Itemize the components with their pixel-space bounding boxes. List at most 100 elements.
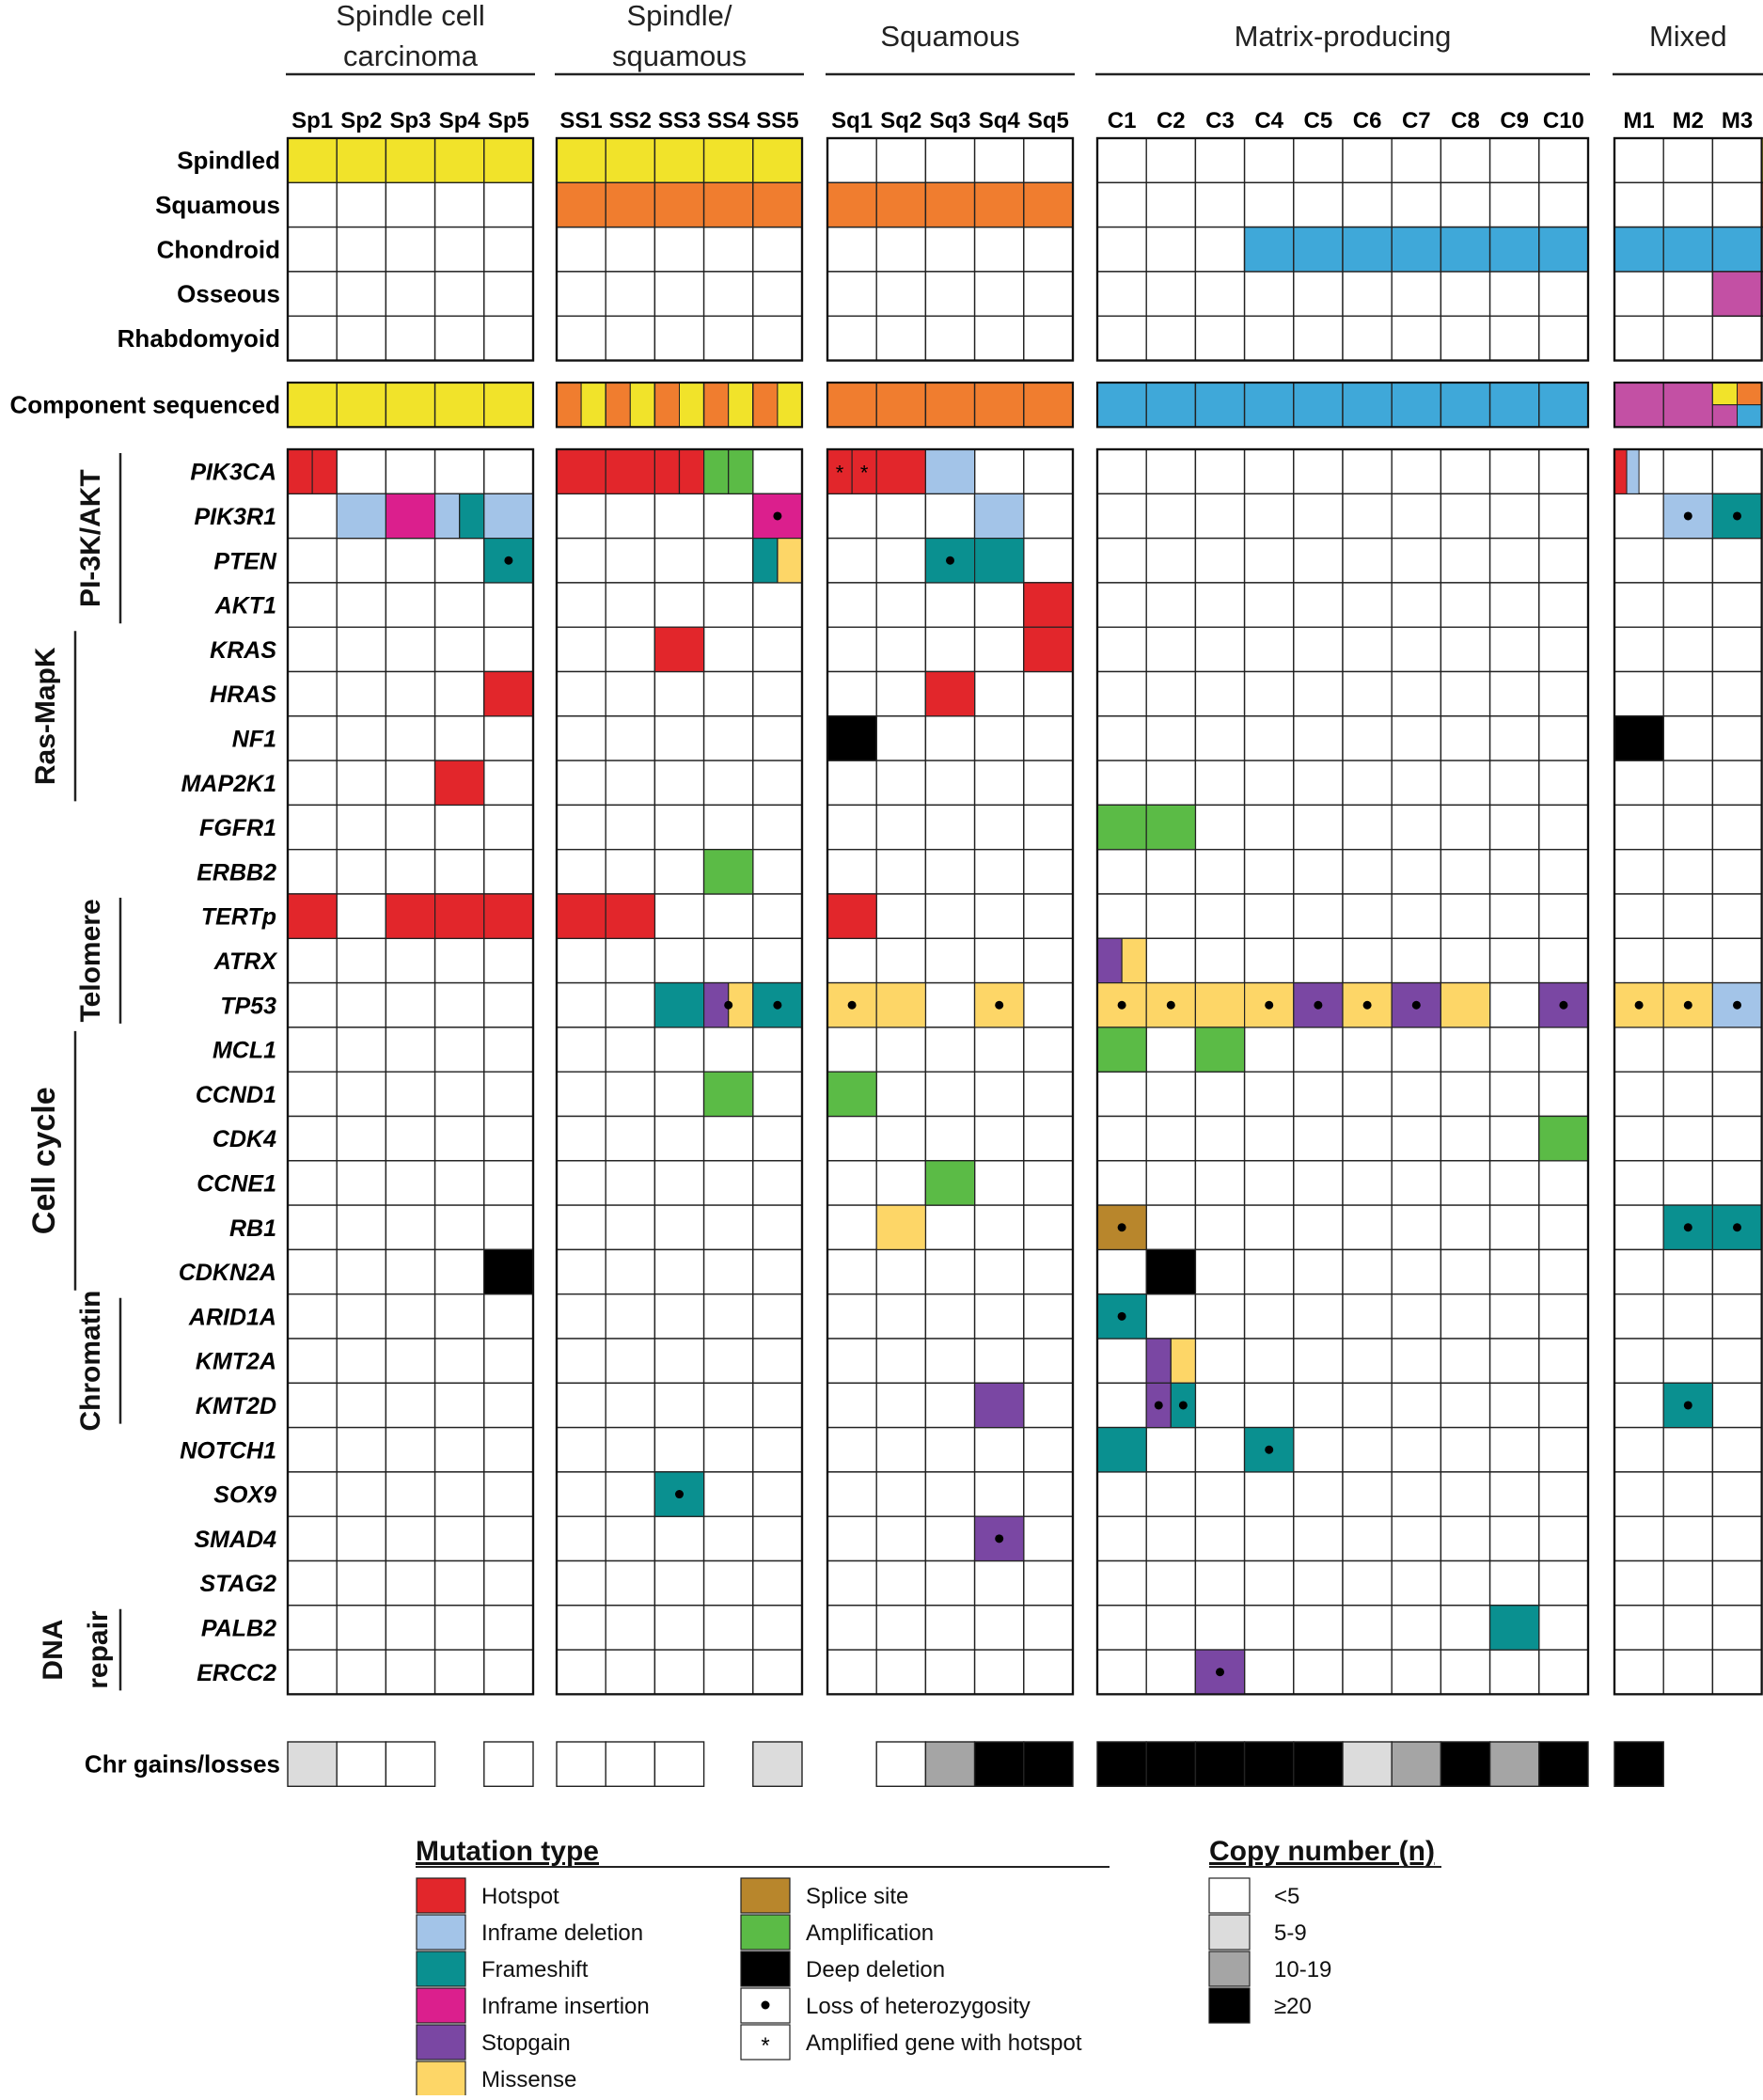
gene-cell xyxy=(1243,493,1295,540)
gene-cell xyxy=(1342,760,1393,807)
gene-cell xyxy=(973,1649,1025,1696)
gene-cell xyxy=(1342,1338,1393,1384)
gene-cell xyxy=(1023,937,1074,984)
gene-cell xyxy=(1613,893,1664,939)
copy-swatch xyxy=(1208,1951,1251,1987)
histology-fill xyxy=(556,137,606,183)
gene-cell xyxy=(556,1559,606,1606)
gene-cell xyxy=(1538,1293,1589,1340)
component-cell-half xyxy=(703,382,730,428)
gene-cell xyxy=(875,582,927,628)
gene-cell xyxy=(1391,1071,1442,1118)
gene-cell xyxy=(1488,1026,1540,1073)
histology-cell xyxy=(1194,181,1246,228)
gene-cell xyxy=(826,804,877,851)
gene-cell xyxy=(1488,493,1540,540)
gene-cell xyxy=(875,626,927,673)
mutation-mark xyxy=(483,670,534,717)
loh-dot xyxy=(995,1000,1004,1010)
loh-dot xyxy=(847,1000,857,1010)
gene-cell xyxy=(1538,493,1589,540)
component-cell xyxy=(973,382,1025,428)
gene-cell xyxy=(287,1204,338,1251)
copy-label: <5 xyxy=(1274,1884,1299,1909)
gene-cell xyxy=(1391,1649,1442,1696)
gene-cell xyxy=(1488,448,1540,494)
sample-label: SS4 xyxy=(707,108,750,133)
mutation-mark xyxy=(875,981,927,1028)
gene-cell xyxy=(433,1160,485,1206)
histology-block-border xyxy=(1613,136,1763,362)
group-label: Spindle cell xyxy=(336,0,485,32)
histology-fill xyxy=(973,181,1025,228)
group-label: Spindle/ xyxy=(626,0,732,32)
histology-cell xyxy=(1538,181,1589,228)
component-cell xyxy=(1440,382,1491,428)
gene-cell xyxy=(1391,1204,1442,1251)
histology-cell xyxy=(1613,181,1664,228)
gene-cell xyxy=(924,981,976,1028)
histology-cell xyxy=(1145,181,1197,228)
histology-cell xyxy=(385,271,436,317)
hotspot-amplified-star: * xyxy=(860,462,869,485)
loh-dot xyxy=(1683,1401,1692,1410)
gene-cell xyxy=(1538,1071,1589,1118)
gene-cell xyxy=(1145,1071,1197,1118)
gene-cell xyxy=(702,670,754,717)
gene-cell xyxy=(1391,626,1442,673)
gene-cell xyxy=(1613,537,1664,584)
histology-cell xyxy=(1488,137,1540,183)
gene-label: RB1 xyxy=(229,1215,276,1242)
gene-cell xyxy=(1243,1204,1295,1251)
gene-cell xyxy=(605,937,656,984)
histology-cell xyxy=(1194,315,1246,362)
gene-cell xyxy=(702,1248,754,1295)
gene-cell xyxy=(875,493,927,540)
histology-cell xyxy=(1662,271,1714,317)
gene-cell xyxy=(1391,937,1442,984)
gene-cell xyxy=(752,1471,803,1517)
gene-cell xyxy=(1243,1115,1295,1162)
gene-cell xyxy=(702,1293,754,1340)
gene-cell xyxy=(605,1071,656,1118)
component-cell-quad xyxy=(1737,404,1763,428)
histology-fill xyxy=(1488,226,1540,273)
gene-cell xyxy=(605,715,656,761)
gene-cell xyxy=(752,1248,803,1295)
gene-label: STAG2 xyxy=(200,1571,277,1597)
histology-cell xyxy=(1293,315,1344,362)
gene-cell xyxy=(1293,849,1344,895)
histology-cell xyxy=(336,226,387,273)
histology-row-label: Chondroid xyxy=(157,235,280,263)
gene-cell xyxy=(1440,1115,1491,1162)
gene-label: PALB2 xyxy=(201,1615,276,1641)
gene-cell xyxy=(924,1471,976,1517)
gene-cell xyxy=(336,1338,387,1384)
histology-cell xyxy=(1096,271,1147,317)
gene-cell xyxy=(433,849,485,895)
copy-swatch xyxy=(1208,1987,1251,2024)
gene-cell xyxy=(1293,1071,1344,1118)
gene-cell xyxy=(826,1160,877,1206)
gene-cell xyxy=(1440,1649,1491,1696)
gene-cell xyxy=(1711,582,1763,628)
sample-label: C4 xyxy=(1254,108,1283,133)
gene-cell xyxy=(752,1115,803,1162)
legend-loh-dot xyxy=(761,2000,770,2010)
component-cell xyxy=(1293,382,1344,428)
component-cell-half xyxy=(629,382,655,428)
gene-cell xyxy=(336,1026,387,1073)
gene-cell xyxy=(1613,1471,1664,1517)
gene-cell xyxy=(1538,1426,1589,1473)
sample-label: Sp1 xyxy=(291,108,333,133)
gene-cell xyxy=(752,1426,803,1473)
gene-block-border xyxy=(286,447,535,1696)
gene-cell xyxy=(1023,981,1074,1028)
sample-label: M3 xyxy=(1722,108,1753,133)
gene-cell xyxy=(973,1471,1025,1517)
sample-label: C10 xyxy=(1543,108,1584,133)
mutation-mark xyxy=(1096,804,1147,851)
histology-cell xyxy=(336,181,387,228)
component-cell xyxy=(1391,382,1442,428)
histology-cell xyxy=(1538,315,1589,362)
